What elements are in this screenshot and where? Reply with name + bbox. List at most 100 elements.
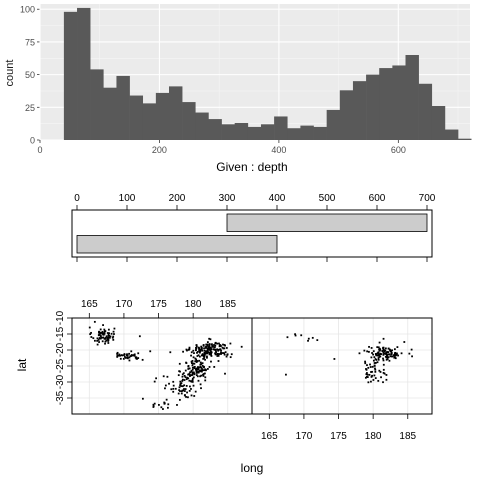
coplot-point <box>223 353 226 356</box>
coplot-point <box>377 358 380 361</box>
coplot-point <box>188 372 191 375</box>
shingle-interval-bar <box>226 213 428 232</box>
coplot-point <box>99 337 102 340</box>
coplot-point <box>106 332 109 334</box>
coplot-point <box>166 375 169 378</box>
coplot-point <box>218 353 221 355</box>
coplot-point <box>387 347 390 350</box>
coplot-point <box>386 355 389 358</box>
coplot-point <box>217 349 220 351</box>
coplot-point <box>286 336 289 339</box>
coplot-point <box>380 353 383 355</box>
coplot-point <box>164 384 167 387</box>
coplot-point <box>93 339 96 342</box>
coplot-point <box>104 340 107 343</box>
coplot-point <box>172 380 175 383</box>
coplot-point <box>162 375 165 378</box>
coplot-point <box>182 350 184 353</box>
coplot-point <box>371 352 373 354</box>
coplot-point <box>194 390 197 393</box>
histogram-bar <box>431 106 446 140</box>
coplot-point <box>191 372 194 375</box>
coplot-point <box>137 352 140 355</box>
coplot-point <box>93 320 96 323</box>
coplot-point <box>122 357 125 360</box>
coplot-point <box>200 370 203 373</box>
coplot-point <box>195 344 198 347</box>
coplot-point <box>216 355 219 357</box>
coplot-point <box>134 356 137 359</box>
coplot-point <box>181 373 184 376</box>
coplot-point <box>178 386 181 389</box>
coplot-point <box>184 388 187 390</box>
coplot-point <box>199 348 202 351</box>
coplot-point <box>384 347 387 350</box>
coplot-point <box>374 370 377 373</box>
coplot-point <box>209 338 212 341</box>
coplot-point <box>104 342 106 345</box>
coplot-point <box>187 373 190 376</box>
coplot-point <box>209 349 212 352</box>
coplot-point <box>188 389 191 392</box>
coplot-point <box>112 330 115 333</box>
coplot-point <box>181 389 184 392</box>
coplot-point <box>382 347 384 350</box>
coplot-point <box>377 357 380 359</box>
coplot-point <box>200 348 203 351</box>
coplot-point <box>385 356 388 359</box>
coplot-x-tick-label: 175 <box>150 299 167 310</box>
coplot-point <box>206 356 208 359</box>
coplot-point <box>222 343 224 346</box>
coplot-point <box>382 359 385 362</box>
coplot-point <box>106 338 109 341</box>
coplot-point <box>170 388 173 391</box>
coplot-point <box>223 347 226 350</box>
histogram-x-tick-label: 400 <box>271 145 286 155</box>
histogram-bar <box>169 86 183 140</box>
coplot-point <box>394 351 397 354</box>
shingle-tick-label: 600 <box>369 193 386 204</box>
coplot-point <box>379 371 382 373</box>
coplot-point <box>368 345 370 348</box>
coplot-point <box>216 352 219 355</box>
coplot-y-tick-label: -10 <box>55 310 66 325</box>
coplot-point <box>216 348 219 351</box>
coplot-point <box>385 354 388 357</box>
coplot-point <box>377 351 380 354</box>
coplot-point <box>196 368 199 370</box>
coplot-point <box>210 343 213 346</box>
coplot-point <box>107 340 110 342</box>
coplot-point <box>179 384 182 387</box>
coplot-point <box>378 369 381 372</box>
coplot-point <box>372 379 375 381</box>
coplot-point <box>378 348 380 351</box>
coplot-point <box>102 324 104 326</box>
coplot-point <box>193 362 196 365</box>
coplot-point <box>364 376 367 379</box>
coplot-point <box>116 355 119 358</box>
coplot-point <box>389 350 392 353</box>
coplot-point <box>370 347 373 349</box>
coplot-point <box>377 352 379 355</box>
coplot-point <box>128 359 131 362</box>
coplot-point <box>109 335 112 338</box>
histogram-bar <box>313 126 327 140</box>
coplot-point <box>365 368 368 371</box>
coplot-point <box>101 330 104 333</box>
coplot-point <box>192 384 195 387</box>
coplot-point <box>376 354 378 357</box>
histogram-bar <box>418 83 433 140</box>
coplot-point <box>206 355 208 358</box>
histogram-bar <box>234 123 249 140</box>
coplot-point <box>188 346 191 349</box>
coplot-point <box>100 335 102 338</box>
coplot-point <box>364 360 366 363</box>
coplot-point <box>180 385 183 387</box>
coplot-point <box>153 402 156 405</box>
coplot-point <box>374 358 377 360</box>
coplot-point <box>371 374 373 377</box>
coplot-point <box>105 339 108 342</box>
coplot-point <box>240 345 243 348</box>
coplot-point <box>382 337 385 340</box>
coplot-point <box>376 346 379 349</box>
